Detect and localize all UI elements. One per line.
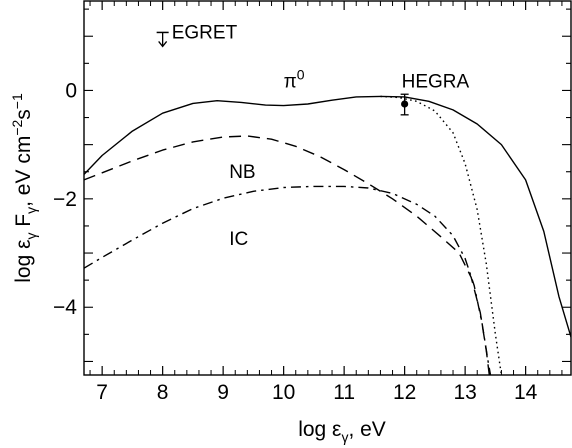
y-axis-title-p6: s bbox=[12, 109, 35, 120]
hegra-data-point bbox=[401, 100, 409, 108]
x-tick-label: 9 bbox=[217, 381, 229, 404]
y-axis-title-sup2: −1 bbox=[9, 93, 25, 109]
axis-ticks bbox=[84, 1, 571, 375]
x-axis-title-main: log ε bbox=[298, 418, 341, 441]
y-axis-title: log εγ Fγ, eV cm−2s−1 bbox=[9, 93, 39, 283]
x-tick-label: 12 bbox=[393, 381, 416, 404]
x-axis-title-sub: γ bbox=[341, 429, 348, 445]
y-tick-label: −4 bbox=[53, 296, 77, 319]
x-tick-label: 14 bbox=[514, 381, 538, 404]
curves bbox=[84, 95, 571, 375]
x-tick-label: 11 bbox=[333, 381, 355, 404]
y-tick-label: 0 bbox=[65, 79, 77, 102]
x-tick-label: 10 bbox=[272, 381, 295, 404]
label-pi0-sup: 0 bbox=[297, 67, 305, 83]
label-ic: IC bbox=[229, 229, 248, 250]
label-pi0-base: π bbox=[284, 72, 297, 93]
y-tick-labels: −4 −2 0 bbox=[53, 79, 77, 319]
egret-upper-limit-arrow bbox=[158, 41, 168, 48]
y-axis-title-p2: F bbox=[12, 214, 35, 233]
y-axis-title-sub2: γ bbox=[23, 207, 39, 214]
curve-ic bbox=[84, 185, 492, 375]
curve-pi0 bbox=[84, 95, 571, 338]
curve-nb bbox=[84, 135, 490, 375]
annotations: EGRET π0 HEGRA NB IC bbox=[172, 22, 470, 249]
x-tick-labels: 7 8 9 10 11 12 13 14 bbox=[96, 381, 537, 404]
y-axis-title-sub1: γ bbox=[23, 233, 39, 240]
y-tick-label: −2 bbox=[53, 188, 77, 211]
x-axis-title-unit: , eV bbox=[348, 418, 385, 441]
x-tick-label: 7 bbox=[96, 381, 108, 404]
y-axis-title-sup1: −2 bbox=[9, 119, 25, 135]
label-pi0: π0 bbox=[284, 67, 305, 93]
label-egret: EGRET bbox=[172, 22, 238, 43]
label-nb: NB bbox=[229, 162, 255, 183]
label-hegra: HEGRA bbox=[402, 72, 470, 93]
x-tick-label: 13 bbox=[453, 381, 476, 404]
plot-frame bbox=[83, 0, 572, 376]
y-axis-title-p0: log ε bbox=[12, 240, 35, 283]
data-points bbox=[156, 31, 409, 116]
x-axis-title: log εγ, eV bbox=[298, 418, 386, 445]
y-axis-title-p4: , eV cm bbox=[12, 136, 35, 207]
x-tick-label: 8 bbox=[157, 381, 169, 404]
